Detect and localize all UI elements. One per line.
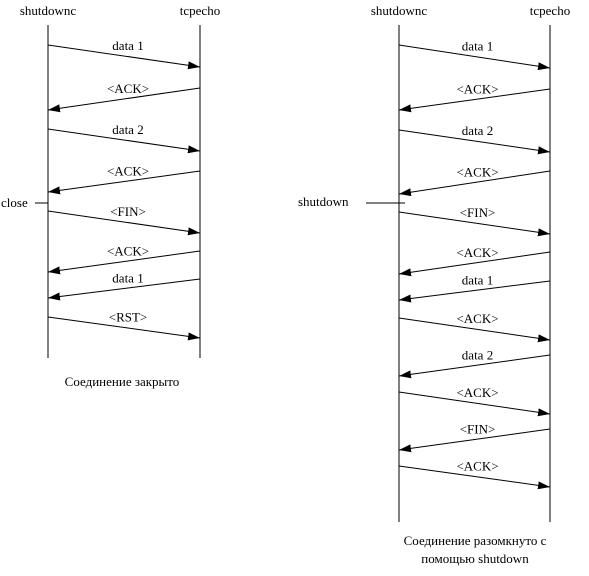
right-message-label-5: <FIN> — [460, 205, 496, 220]
right-caption-line1: Соединение разомкнуто с — [404, 533, 547, 548]
right-message-label-8: <ACK> — [456, 311, 498, 326]
right-messages: data 1 <ACK> data 2 <ACK> <FIN> <ACK> data 1 <A… — [398, 39, 551, 490]
left-sequence-diagram: shutdownc tcpecho close data 1<ACK>data … — [1, 3, 220, 389]
right-arrow-10-ack — [398, 391, 551, 417]
left-messages: data 1 <ACK> data 2 <ACK> <FIN> <ACK> data 1 <R… — [47, 38, 201, 341]
left-message-label-8: <RST> — [109, 310, 148, 325]
right-server-label: tcpecho — [530, 3, 570, 18]
right-message-label-12: <ACK> — [456, 459, 498, 474]
right-message-label-6: <ACK> — [456, 245, 498, 260]
right-arrow-9-data-2 — [398, 354, 551, 379]
left-message-label-2: <ACK> — [107, 81, 149, 96]
left-event-label-close: close — [1, 195, 28, 210]
left-arrow-8-rst — [47, 316, 201, 341]
left-arrow-7-data-1 — [47, 278, 201, 301]
right-arrow-5-fin — [398, 211, 551, 237]
right-arrow-11-fin — [398, 428, 551, 453]
left-message-label-1: data 1 — [112, 38, 143, 53]
right-message-label-11: <FIN> — [460, 422, 496, 437]
right-arrow-1-data-1 — [398, 44, 551, 71]
left-arrow-1-data-1 — [47, 44, 201, 70]
right-arrow-8-ack — [398, 317, 551, 343]
left-message-label-4: <ACK> — [107, 164, 149, 179]
right-sequence-diagram: shutdownc tcpecho shutdown data 1<ACK>da… — [298, 3, 570, 566]
right-caption-line2: помощью shutdown — [421, 551, 529, 566]
left-arrow-4-ack — [47, 170, 201, 195]
left-message-label-5: <FIN> — [110, 204, 146, 219]
right-arrow-7-data-1 — [398, 280, 551, 303]
right-arrow-12-ack — [398, 465, 551, 490]
right-arrow-4-ack — [398, 170, 551, 197]
left-client-label: shutdownc — [20, 3, 77, 18]
left-arrow-2-ack — [47, 87, 201, 113]
right-arrow-3-data-2 — [398, 129, 551, 155]
right-message-label-2: <ACK> — [456, 82, 498, 97]
right-client-label: shutdownc — [371, 3, 428, 18]
left-arrow-5-fin — [47, 210, 201, 236]
right-message-label-1: data 1 — [462, 39, 493, 54]
right-arrow-2-ack — [398, 88, 551, 113]
right-message-label-9: data 2 — [462, 348, 493, 363]
right-arrow-6-ack — [398, 251, 551, 277]
left-arrow-3-data-2 — [47, 128, 201, 154]
right-event-label-shutdown: shutdown — [298, 194, 349, 209]
left-message-label-6: <ACK> — [107, 244, 149, 259]
left-server-label: tcpecho — [180, 3, 220, 18]
right-message-label-4: <ACK> — [456, 165, 498, 180]
left-message-label-3: data 2 — [112, 122, 143, 137]
left-arrow-6-ack — [47, 250, 201, 275]
right-message-label-3: data 2 — [462, 123, 493, 138]
right-message-label-7: data 1 — [462, 273, 493, 288]
right-message-label-10: <ACK> — [456, 385, 498, 400]
left-message-label-7: data 1 — [112, 271, 143, 286]
left-caption: Соединение закрыто — [65, 374, 180, 389]
